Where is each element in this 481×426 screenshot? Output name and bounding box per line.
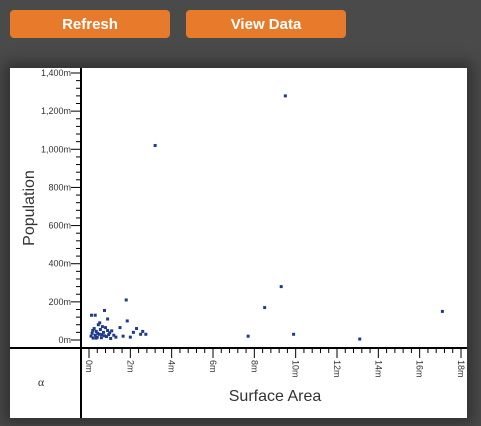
data-point[interactable] — [246, 334, 250, 338]
data-point[interactable] — [141, 329, 145, 333]
data-point[interactable] — [358, 337, 362, 341]
data-point[interactable] — [110, 329, 114, 333]
x-tick-label: 18m — [456, 360, 466, 378]
data-point[interactable] — [93, 313, 97, 317]
plot-canvas[interactable]: Population Surface Area α 0m 200m 400m 600m… — [10, 68, 467, 418]
y-tick-label: 0m — [58, 335, 71, 345]
data-point[interactable] — [139, 332, 143, 336]
y-tick-label: 1,000m — [41, 144, 71, 154]
data-point[interactable] — [104, 326, 108, 330]
data-point[interactable] — [97, 332, 101, 336]
data-point[interactable] — [96, 331, 100, 335]
data-point[interactable] — [98, 328, 102, 332]
data-point[interactable] — [99, 336, 103, 340]
data-point[interactable] — [92, 327, 96, 331]
data-point[interactable] — [121, 334, 125, 338]
data-point[interactable] — [94, 329, 98, 333]
y-tick-label: 1,200m — [41, 106, 71, 116]
data-point[interactable] — [112, 333, 116, 337]
data-point[interactable] — [124, 298, 128, 302]
data-point[interactable] — [118, 326, 122, 330]
x-tick-label: 4m — [167, 360, 177, 373]
data-point[interactable] — [100, 325, 104, 329]
data-point[interactable] — [114, 335, 118, 339]
data-point[interactable] — [279, 285, 283, 289]
y-tick-label: 400m — [48, 259, 71, 269]
y-tick-label: 600m — [48, 221, 71, 231]
data-point[interactable] — [440, 309, 444, 313]
y-tick-label: 200m — [48, 297, 71, 307]
refresh-button[interactable]: Refresh — [10, 10, 170, 38]
data-point[interactable] — [91, 328, 95, 332]
x-tick-label: 2m — [125, 360, 135, 373]
scatter-plot[interactable]: Population Surface Area α 0m 200m 400m 600m… — [10, 68, 467, 418]
data-point[interactable] — [106, 317, 110, 321]
x-tick-label: 6m — [208, 360, 218, 373]
x-axis-title: Surface Area — [229, 388, 322, 405]
x-tick-label: 8m — [249, 360, 259, 373]
data-point[interactable] — [94, 336, 98, 340]
data-point[interactable] — [263, 306, 267, 310]
data-point[interactable] — [103, 334, 106, 338]
x-tick-label: 14m — [373, 360, 383, 378]
toolbar: Refresh View Data — [0, 0, 481, 50]
data-point[interactable] — [101, 330, 105, 334]
data-point[interactable] — [109, 336, 113, 340]
data-point[interactable] — [107, 333, 111, 337]
data-point[interactable] — [105, 335, 109, 339]
y-axis-title: Population — [21, 170, 38, 246]
view-data-button[interactable]: View Data — [186, 10, 346, 38]
data-point[interactable] — [128, 335, 132, 339]
data-point[interactable] — [153, 143, 157, 147]
data-point[interactable] — [89, 334, 93, 338]
data-point[interactable] — [125, 319, 129, 323]
corner-alpha-label: α — [38, 375, 45, 389]
data-point[interactable] — [89, 313, 93, 317]
data-point[interactable] — [96, 323, 100, 327]
data-point[interactable] — [292, 332, 296, 336]
x-tick-label: 0m — [84, 360, 94, 373]
x-tick-label: 16m — [415, 360, 425, 378]
y-tick-label: 800m — [48, 182, 71, 192]
data-point[interactable] — [283, 94, 287, 98]
data-point[interactable] — [135, 327, 139, 331]
data-point[interactable] — [98, 321, 102, 325]
data-point[interactable] — [108, 331, 112, 335]
data-point[interactable] — [91, 336, 95, 340]
data-point[interactable] — [100, 333, 104, 337]
y-tick-label: 1,400m — [41, 68, 71, 78]
x-tick-label: 12m — [332, 360, 342, 378]
data-point[interactable] — [144, 332, 148, 336]
data-point[interactable] — [131, 330, 135, 334]
data-point[interactable] — [103, 308, 106, 312]
data-point[interactable] — [106, 328, 110, 332]
x-tick-label: 10m — [291, 360, 301, 378]
data-point[interactable] — [93, 333, 97, 337]
data-point[interactable] — [90, 331, 94, 335]
